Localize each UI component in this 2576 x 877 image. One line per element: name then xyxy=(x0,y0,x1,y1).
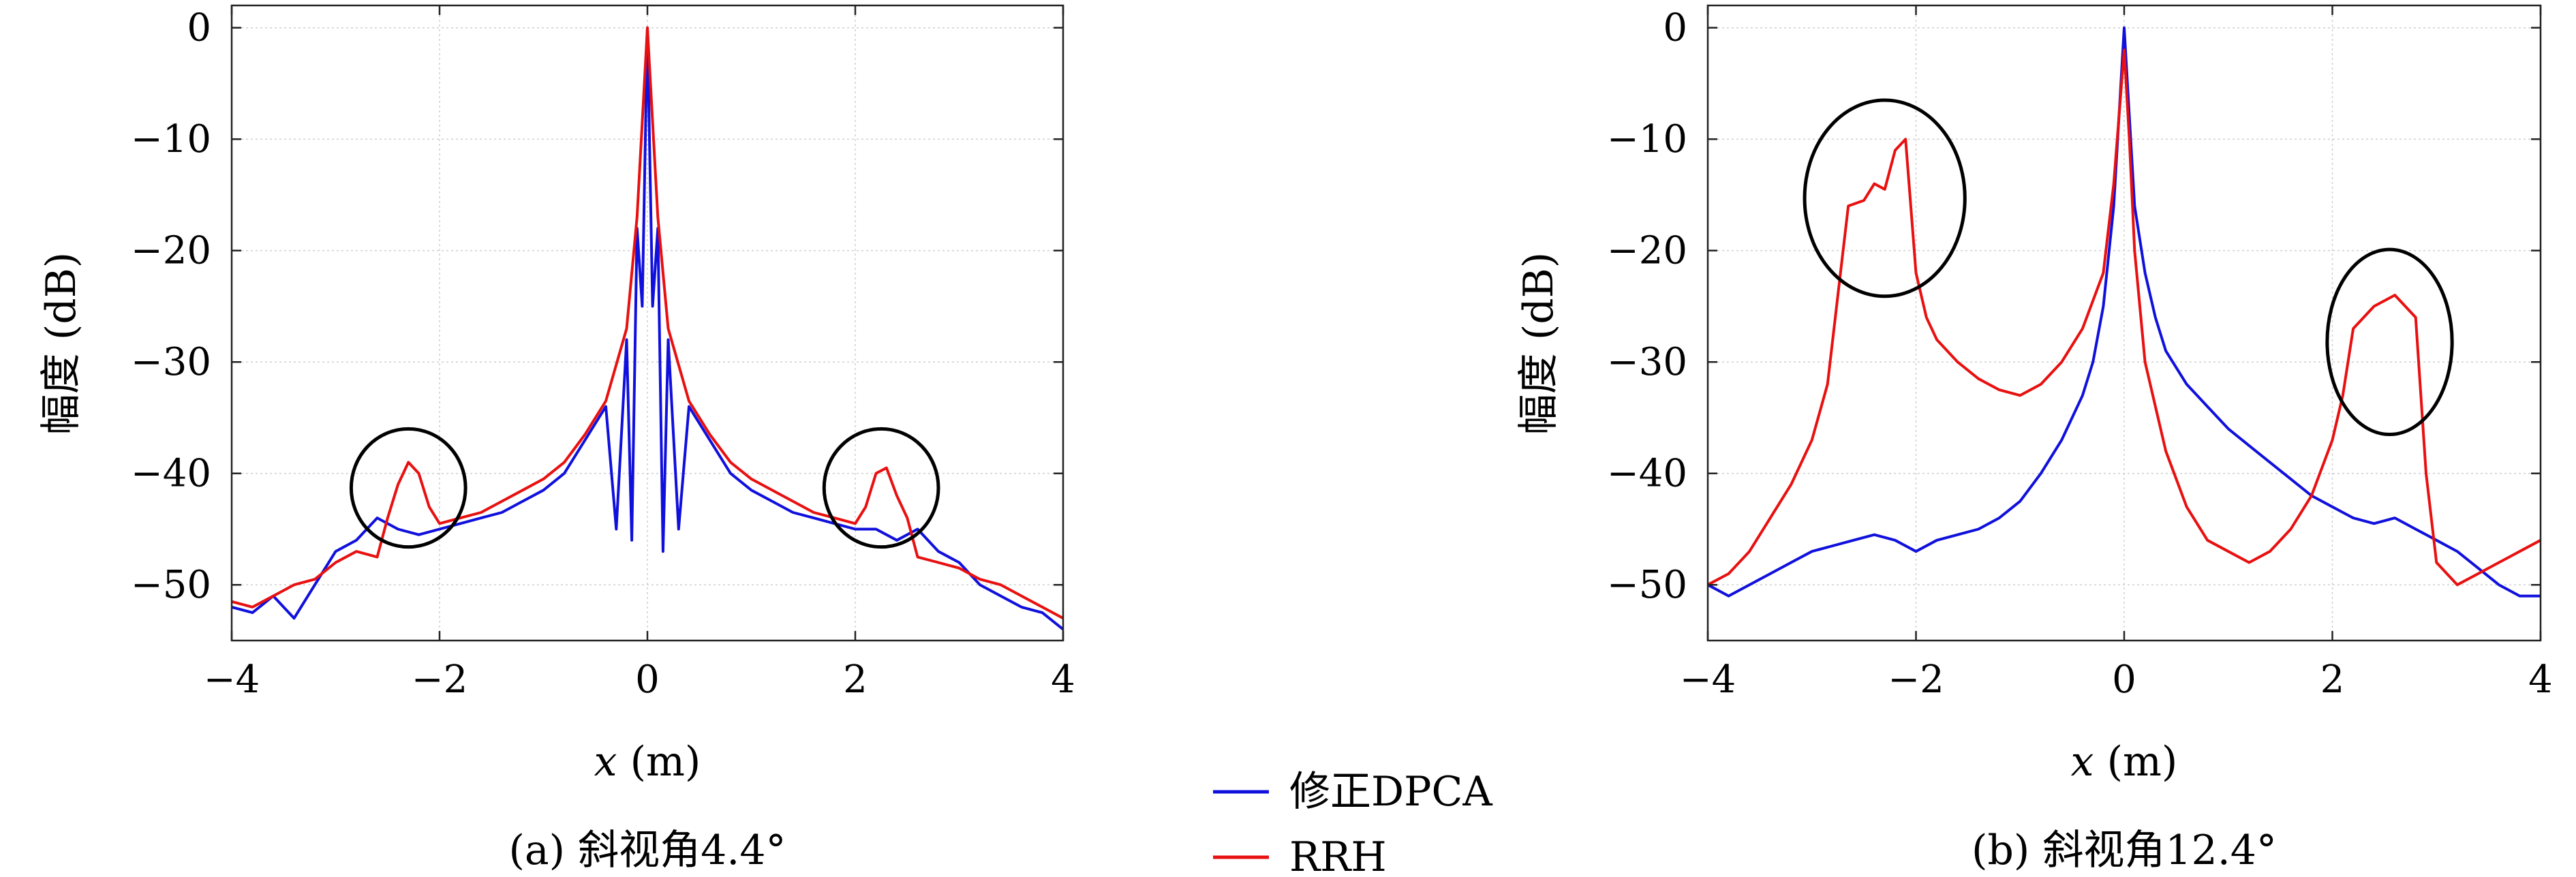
x-tick-label: −4 xyxy=(1680,658,1736,702)
highlight-circle xyxy=(349,427,467,549)
series-group-b xyxy=(1708,26,2541,598)
series-line-rrh xyxy=(232,26,1063,620)
x-tick-label: −2 xyxy=(1888,658,1944,702)
x-axis-label-a: x (m) xyxy=(594,738,701,786)
series-line-rrh xyxy=(1708,48,2541,587)
chart-panel-b: −4 −2 0 2 40−10−20−30−40−50 x (m) 幅度 (dB) (b… xyxy=(1515,4,2553,874)
tick-group-b: −4 −2 0 2 40−10−20−30−40−50 xyxy=(1607,5,2553,702)
legend-label-rrh: RRH xyxy=(1289,833,1387,877)
x-tick-label: 2 xyxy=(2320,658,2345,702)
x-tick-label: 4 xyxy=(1051,658,1075,702)
x-tick-label: −2 xyxy=(412,658,468,702)
highlight-circle xyxy=(1803,98,1967,298)
x-tick-label: 0 xyxy=(635,658,660,702)
annotation-group-b xyxy=(1803,98,2454,437)
y-tick-label: −30 xyxy=(1607,340,1687,384)
y-tick-label: −50 xyxy=(131,563,211,607)
caption-b: (b) 斜视角12.4° xyxy=(1972,827,2277,874)
highlight-circle xyxy=(822,427,940,549)
series-group-a xyxy=(232,26,1063,631)
y-tick-label: −10 xyxy=(1607,117,1687,161)
y-tick-label: −20 xyxy=(131,229,211,273)
x-tick-label: 2 xyxy=(843,658,868,702)
y-tick-label: 0 xyxy=(1663,6,1687,50)
y-tick-label: −40 xyxy=(131,452,211,496)
x-axis-label-b: x (m) xyxy=(2071,738,2178,786)
y-tick-label: −40 xyxy=(1607,452,1687,496)
y-tick-label: −50 xyxy=(1607,563,1687,607)
x-tick-label: 4 xyxy=(2528,658,2553,702)
y-tick-label: −20 xyxy=(1607,229,1687,273)
y-tick-label: −10 xyxy=(131,117,211,161)
legend-label-dpca: 修正DPCA xyxy=(1289,768,1492,816)
highlight-circle xyxy=(2325,247,2454,437)
y-tick-label: −30 xyxy=(131,340,211,384)
tick-group-a: −4 −2 0 2 40−10−20−30−40−50 xyxy=(131,5,1075,702)
annotation-group-a xyxy=(349,427,940,549)
x-tick-label: 0 xyxy=(2112,658,2136,702)
y-axis-label-a: 幅度 (dB) xyxy=(37,252,85,435)
series-line-dpca xyxy=(1708,26,2541,598)
x-tick-label: −4 xyxy=(204,658,260,702)
series-line-dpca xyxy=(232,26,1063,631)
y-tick-label: 0 xyxy=(187,6,211,50)
chart-panel-a: −4 −2 0 2 40−10−20−30−40−50 x (m) 幅度 (dB) (a… xyxy=(37,4,1075,874)
caption-a: (a) 斜视角4.4° xyxy=(508,827,786,874)
y-axis-label-b: 幅度 (dB) xyxy=(1515,252,1563,435)
legend: 修正DPCA RRH xyxy=(1213,768,1492,877)
